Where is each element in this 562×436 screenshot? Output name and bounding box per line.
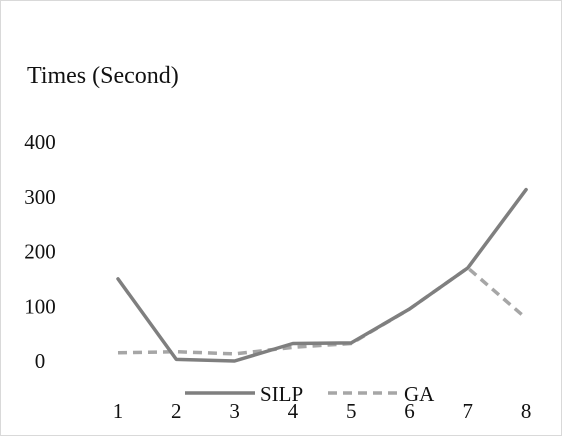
x-tick-label: 4 xyxy=(288,399,299,423)
y-axis-ticks: 0 100 200 300 400 xyxy=(24,130,56,373)
y-tick-label: 200 xyxy=(24,240,56,264)
series-line-silp xyxy=(116,187,528,363)
series-line-ga xyxy=(117,266,528,356)
y-tick-label: 100 xyxy=(24,294,56,318)
x-tick-label: 1 xyxy=(113,399,124,423)
legend-label-ga: GA xyxy=(404,382,435,406)
series-lines xyxy=(116,187,528,363)
x-tick-label: 6 xyxy=(404,399,415,423)
x-tick-label: 3 xyxy=(229,399,240,423)
y-tick-label: 300 xyxy=(24,185,56,209)
y-tick-label: 0 xyxy=(35,349,46,373)
x-axis-ticks: 1 2 3 4 5 6 7 8 xyxy=(113,399,532,423)
x-tick-label: 2 xyxy=(171,399,182,423)
legend: SILP GA xyxy=(185,382,435,406)
x-tick-label: 5 xyxy=(346,399,357,423)
x-tick-label: 7 xyxy=(463,399,474,423)
y-tick-label: 400 xyxy=(24,130,56,154)
chart-title: Times (Second) xyxy=(27,63,179,89)
legend-label-silp: SILP xyxy=(260,382,303,406)
x-tick-label: 8 xyxy=(521,399,532,423)
